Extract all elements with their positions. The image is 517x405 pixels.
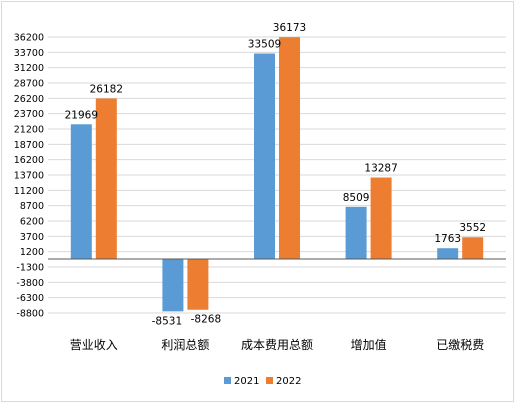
gridlines xyxy=(48,36,506,314)
y-tick-label: 26200 xyxy=(14,94,44,105)
data-label: 36173 xyxy=(273,22,306,34)
y-tick-label: 28700 xyxy=(14,79,44,90)
y-tick-label: 23700 xyxy=(14,109,44,120)
y-tick-label: -3800 xyxy=(16,278,44,289)
y-axis-ticks: 36200 33700 31200 28700 26200 23700 21200 18700… xyxy=(14,33,44,320)
x-category-label: 成本费用总额 xyxy=(241,338,313,352)
y-tick-label: 1200 xyxy=(20,247,44,258)
y-tick-label: -8800 xyxy=(16,309,44,320)
bar-2021-1 xyxy=(162,259,184,312)
bar-2021-0 xyxy=(70,124,92,260)
bar-2022-1 xyxy=(187,259,209,310)
y-tick-label: 6200 xyxy=(20,217,44,228)
bar-2022-4 xyxy=(462,237,484,260)
x-category-label: 营业收入 xyxy=(70,338,118,352)
data-label: -8268 xyxy=(191,314,222,326)
x-category-label: 增加值 xyxy=(351,337,387,352)
y-tick-label: 8700 xyxy=(20,201,44,212)
x-category-label: 利润总额 xyxy=(161,338,209,352)
y-tick-label: 16200 xyxy=(14,155,44,166)
legend-swatch-2022 xyxy=(266,377,273,384)
data-label: 26182 xyxy=(90,83,123,95)
x-category-label: 已缴税费 xyxy=(436,337,484,352)
y-tick-label: 31200 xyxy=(14,63,44,74)
bar-2021-4 xyxy=(437,248,459,260)
bar-2022-2 xyxy=(279,37,300,260)
data-label: 21969 xyxy=(65,109,98,121)
y-tick-label: 3700 xyxy=(20,232,44,243)
y-tick-label: 18700 xyxy=(14,140,44,151)
bars xyxy=(70,37,484,312)
legend-label: 2022 xyxy=(276,376,301,387)
legend: 2021 2022 xyxy=(224,376,301,387)
data-label: -8531 xyxy=(152,315,183,327)
y-tick-label: 13700 xyxy=(14,171,44,182)
legend-label: 2021 xyxy=(234,376,259,387)
bar-2021-2 xyxy=(254,53,275,260)
y-tick-label: 11200 xyxy=(14,186,44,197)
data-label: 1763 xyxy=(434,233,461,245)
y-tick-label: -1300 xyxy=(16,263,44,274)
bar-2022-3 xyxy=(370,177,392,260)
data-label: 33509 xyxy=(248,39,281,51)
bar-2021-3 xyxy=(345,206,367,260)
data-label: 3552 xyxy=(459,222,486,234)
y-tick-label: 36200 xyxy=(14,33,44,44)
legend-swatch-2021 xyxy=(224,377,231,384)
data-label: 13287 xyxy=(364,163,397,175)
x-axis-categories: 营业收入 利润总额 成本费用总额 增加值 已缴税费 xyxy=(70,337,484,352)
y-tick-label: 21200 xyxy=(14,125,44,136)
data-label: 8509 xyxy=(343,192,370,204)
y-tick-label: 33700 xyxy=(14,48,44,59)
data-labels: 21969 26182 -8531 -8268 33509 36173 8509 13287 1… xyxy=(65,22,486,327)
bar-2022-0 xyxy=(95,98,117,260)
y-tick-label: -6300 xyxy=(16,293,44,304)
